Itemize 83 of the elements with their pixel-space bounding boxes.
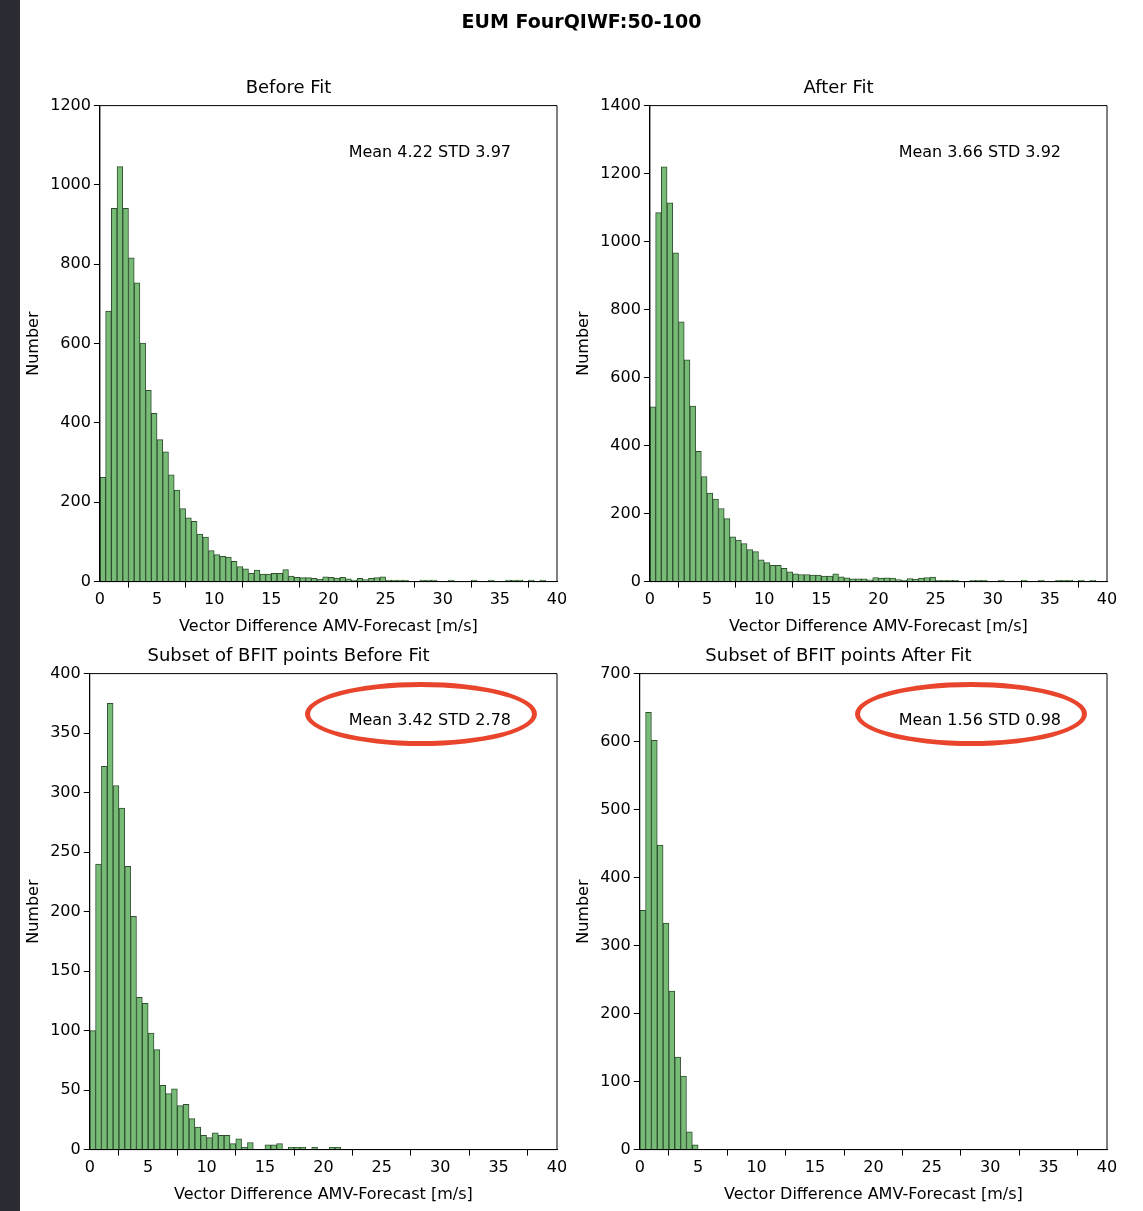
x-tick-label: 15 — [811, 589, 832, 609]
x-tick-label: 35 — [1039, 589, 1061, 609]
y-tick-label: 400 — [600, 866, 631, 886]
chart-title: Subset of BFIT points After Fit — [705, 644, 972, 666]
x-tick-label: 10 — [746, 1157, 767, 1177]
x-tick-label: 30 — [430, 1157, 451, 1177]
x-tick-label: 20 — [313, 1157, 334, 1177]
y-axis-title: Number — [572, 311, 592, 376]
y-tick-label: 400 — [60, 412, 91, 432]
y-tick-label: 150 — [50, 960, 81, 980]
x-tick-label: 25 — [371, 1157, 392, 1177]
x-tick-label: 20 — [318, 589, 339, 609]
y-tick-label: 1200 — [600, 162, 641, 182]
x-tick-label: 0 — [644, 589, 656, 609]
x-tick-label: 40 — [1096, 589, 1118, 609]
y-tick-label: 0 — [80, 570, 91, 590]
x-tick-label: 10 — [196, 1157, 217, 1177]
y-tick-label: 800 — [610, 298, 641, 318]
y-tick-label: 0 — [70, 1138, 81, 1158]
y-tick-label: 200 — [600, 1002, 631, 1022]
x-axis-title: Vector Difference AMV-Forecast [m/s] — [173, 1183, 473, 1203]
y-tick-label: 300 — [50, 781, 81, 801]
y-tick-label: 1400 — [600, 94, 641, 114]
annotation: Mean 4.22 STD 3.97 — [348, 141, 511, 161]
y-tick-label: 200 — [610, 502, 641, 522]
y-tick-label: 50 — [60, 1079, 81, 1099]
x-tick-label: 5 — [693, 1157, 704, 1177]
y-tick-label: 400 — [50, 662, 81, 682]
x-tick-label: 5 — [143, 1157, 154, 1177]
x-tick-label: 30 — [982, 589, 1003, 609]
y-tick-label: 100 — [50, 1019, 81, 1039]
x-tick-label: 10 — [204, 589, 225, 609]
y-tick-label: 600 — [600, 730, 631, 750]
x-axis-title: Vector Difference AMV-Forecast [m/s] — [729, 615, 1028, 635]
x-tick-label: 5 — [701, 589, 713, 609]
x-tick-label: 0 — [94, 589, 106, 609]
y-axis-title: Number — [22, 879, 42, 944]
x-tick-label: 40 — [1096, 1157, 1118, 1177]
x-tick-label: 35 — [488, 1157, 509, 1177]
y-tick-label: 500 — [600, 798, 631, 818]
x-tick-label: 20 — [868, 589, 889, 609]
annotation: Mean 1.56 STD 0.98 — [898, 709, 1061, 729]
y-tick-label: 350 — [50, 722, 81, 742]
x-tick-label: 20 — [863, 1157, 884, 1177]
x-tick-label: 25 — [925, 589, 946, 609]
y-tick-label: 400 — [610, 434, 641, 454]
x-axis-title: Vector Difference AMV-Forecast [m/s] — [179, 615, 478, 635]
y-tick-label: 0 — [630, 570, 641, 590]
x-tick-label: 35 — [489, 589, 511, 609]
x-axis-title: Vector Difference AMV-Forecast [m/s] — [723, 1183, 1023, 1203]
y-tick-label: 1000 — [600, 230, 641, 250]
x-tick-label: 40 — [546, 589, 568, 609]
y-axis-title: Number — [572, 879, 592, 944]
x-tick-label: 25 — [375, 589, 396, 609]
annotation: Mean 3.42 STD 2.78 — [348, 709, 511, 729]
y-tick-label: 200 — [60, 491, 91, 511]
x-tick-label: 10 — [754, 589, 775, 609]
y-tick-label: 200 — [50, 900, 81, 920]
y-tick-label: 0 — [620, 1138, 631, 1158]
y-tick-label: 300 — [600, 934, 631, 954]
y-tick-label: 1200 — [50, 94, 91, 114]
x-tick-label: 15 — [254, 1157, 276, 1177]
y-tick-label: 250 — [50, 841, 81, 861]
chart-title: Subset of BFIT points Before Fit — [147, 644, 430, 666]
annotation: Mean 3.66 STD 3.92 — [898, 141, 1061, 161]
x-tick-label: 30 — [980, 1157, 1001, 1177]
y-tick-label: 100 — [600, 1070, 631, 1090]
y-tick-label: 800 — [60, 253, 91, 273]
x-tick-label: 25 — [921, 1157, 942, 1177]
x-tick-label: 35 — [1038, 1157, 1059, 1177]
text: EUM FourQIWF:50-100 — [460, 10, 703, 32]
y-axis-title: Number — [22, 311, 42, 376]
x-tick-label: 40 — [546, 1157, 568, 1177]
y-tick-label: 700 — [600, 662, 631, 682]
y-tick-label: 1000 — [50, 174, 91, 194]
x-tick-label: 15 — [261, 589, 282, 609]
x-tick-label: 5 — [151, 589, 163, 609]
y-tick-label: 600 — [60, 332, 91, 352]
x-tick-label: 30 — [432, 589, 453, 609]
chart-title: Before Fit — [245, 76, 332, 98]
y-tick-label: 600 — [610, 366, 641, 386]
x-tick-label: 15 — [804, 1157, 826, 1177]
chart-title: After Fit — [803, 76, 874, 98]
